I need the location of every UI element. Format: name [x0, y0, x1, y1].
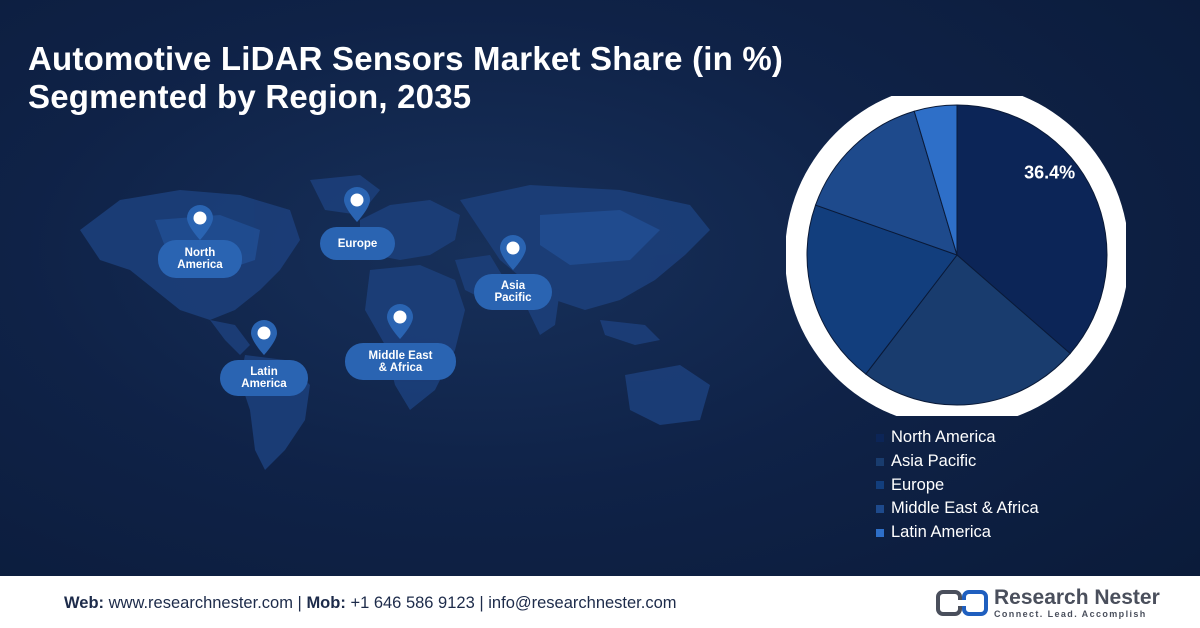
region-label-latin-america: Latin America: [220, 360, 308, 396]
legend-swatch: [876, 504, 884, 513]
legend-swatch: [876, 481, 884, 490]
legend-swatch: [876, 528, 884, 537]
footer-separator: |: [297, 594, 302, 612]
pie-data-label: 36.4%: [1024, 162, 1075, 182]
chart-title: Automotive LiDAR Sensors Market Share (i…: [28, 40, 783, 116]
mob-label: Mob:: [306, 594, 346, 612]
footer-contact: Web: www.researchnester.com | Mob: +1 64…: [64, 594, 677, 613]
logo-tagline: Connect. Lead. Accomplish: [994, 609, 1147, 619]
region-label-europe: Europe: [320, 227, 395, 260]
region-label-middle-east-africa: Middle East & Africa: [345, 343, 456, 380]
legend-label: Latin America: [891, 523, 991, 542]
legend-item: Latin America: [876, 521, 1039, 545]
web-label: Web:: [64, 594, 105, 612]
pie-slice-middle-east-africa: [814, 110, 958, 256]
footer-separator: |: [479, 594, 484, 612]
legend-swatch: [876, 433, 884, 442]
pie-slice-north-america: [956, 104, 1108, 355]
pie-chart-svg: 36.4%: [785, 83, 1129, 427]
legend-swatch: [876, 457, 884, 466]
legend-label: Europe: [891, 475, 945, 494]
research-nester-logo: Research Nester Connect. Lead. Accomplis…: [936, 584, 1160, 622]
map-pin-icon: [384, 302, 416, 340]
chart-legend: North America Asia Pacific Europe Middle Ea…: [876, 426, 1039, 544]
legend-item: Asia Pacific: [876, 450, 1039, 474]
legend-label: North America: [891, 428, 996, 447]
footer: Web: www.researchnester.com | Mob: +1 64…: [0, 576, 1200, 628]
map-pin-icon: [248, 318, 280, 356]
pie-chart: 36.4%: [785, 83, 1129, 427]
chart-title-line-2: Segmented by Region, 2035: [28, 78, 472, 115]
legend-item: Middle East & Africa: [876, 497, 1039, 521]
mob-number[interactable]: +1 646 586 9123: [350, 594, 475, 612]
region-label-north-america: North America: [158, 240, 242, 278]
pie-slice-latin-america: [913, 104, 958, 256]
chart-title-line-1: Automotive LiDAR Sensors Market Share (i…: [28, 40, 784, 77]
web-link[interactable]: www.researchnester.com: [108, 594, 293, 612]
legend-item: Europe: [876, 473, 1039, 497]
logo-mark-icon: [936, 590, 988, 616]
legend-label: Asia Pacific: [891, 452, 977, 471]
pie-slice-asia-pacific: [865, 254, 1071, 406]
map-pin-icon: [341, 185, 373, 223]
map-pin-icon: [497, 233, 529, 271]
legend-item: North America: [876, 426, 1039, 450]
map-pin-icon: [184, 203, 216, 241]
logo-name: Research Nester: [994, 586, 1160, 609]
legend-label: Middle East & Africa: [891, 499, 1039, 518]
region-label-asia-pacific: Asia Pacific: [474, 274, 552, 310]
pie-slice-europe: [806, 204, 958, 375]
email-link[interactable]: info@researchnester.com: [488, 594, 677, 612]
